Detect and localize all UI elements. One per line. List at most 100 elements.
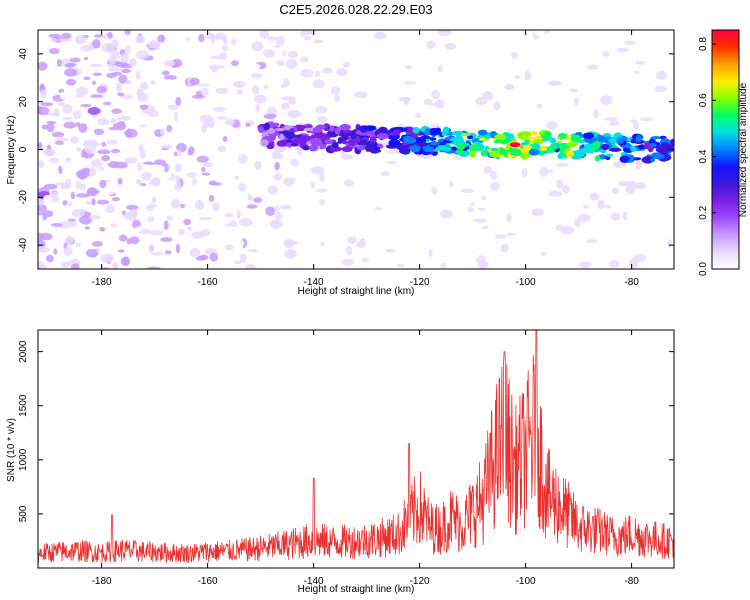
heatmap-cell xyxy=(189,77,200,86)
heatmap-cell xyxy=(359,238,366,248)
heatmap-x-axis-label: Height of straight line (km) xyxy=(298,286,415,297)
heatmap-cell xyxy=(45,254,54,263)
heatmap-cell xyxy=(51,131,65,138)
heatmap-cell xyxy=(308,144,318,152)
heatmap-cell xyxy=(594,155,601,162)
heatmap-cell xyxy=(238,153,249,164)
heatmap-cell xyxy=(287,51,298,59)
heatmap-cell xyxy=(543,30,551,34)
heatmap-cell xyxy=(438,64,444,73)
heatmap-cell xyxy=(414,137,427,144)
heatmap-cell xyxy=(96,199,110,205)
heatmap-cell xyxy=(341,258,355,266)
heatmap-cell xyxy=(611,187,619,195)
heatmap-cell xyxy=(146,109,159,118)
heatmap-cell xyxy=(469,150,476,158)
heatmap-cell xyxy=(175,96,182,106)
heatmap-cell xyxy=(259,30,270,39)
heatmap-cell xyxy=(135,70,141,80)
heatmap-cell xyxy=(329,125,335,132)
heatmap-cell xyxy=(253,197,263,203)
heatmap-cell xyxy=(312,79,325,89)
heatmap-cell xyxy=(43,265,48,269)
heatmap-cell xyxy=(534,30,544,37)
heatmap-cell xyxy=(40,102,54,107)
heatmap-cell xyxy=(650,158,656,163)
heatmap-cell xyxy=(250,72,263,79)
heatmap-cell xyxy=(75,122,81,127)
colorbar-tick-label: 0.4 xyxy=(698,149,709,163)
heatmap-cell xyxy=(91,240,104,247)
heatmap-cell xyxy=(635,134,642,143)
heatmap-cell xyxy=(70,191,76,200)
heatmap-cell xyxy=(310,237,319,247)
heatmap-cell xyxy=(504,83,515,90)
heatmap-cell xyxy=(635,159,640,164)
y-tick-label: 2000 xyxy=(18,340,29,363)
heatmap-cell xyxy=(570,134,582,143)
heatmap-cell xyxy=(593,109,599,119)
heatmap-cell xyxy=(361,139,368,146)
heatmap-cell xyxy=(118,74,128,84)
heatmap-cell xyxy=(625,185,636,195)
heatmap-cell xyxy=(272,122,280,127)
heatmap-cell xyxy=(276,60,286,66)
heatmap-cell xyxy=(164,250,172,255)
heatmap-cell xyxy=(667,239,672,249)
heatmap-cell xyxy=(624,40,636,46)
heatmap-cell xyxy=(156,165,165,172)
heatmap-cell xyxy=(137,92,149,102)
heatmap-cell xyxy=(583,143,594,148)
heatmap-cell xyxy=(554,102,565,113)
heatmap-cell xyxy=(263,113,277,120)
heatmap-x-ticks: -180 -160 -140 -120 -100 -80 xyxy=(92,30,639,288)
heatmap-cell xyxy=(470,202,475,207)
heatmap-cell xyxy=(38,246,51,253)
heatmap-cell xyxy=(511,51,518,59)
heatmap-cell xyxy=(147,204,159,208)
snr-x-axis-label: Height of straight line (km) xyxy=(298,584,415,595)
heatmap-cell xyxy=(634,182,647,190)
heatmap-cell xyxy=(630,145,637,152)
heatmap-cell xyxy=(310,166,325,175)
heatmap-cell xyxy=(604,117,618,121)
heatmap-cell xyxy=(561,185,570,194)
heatmap-cell xyxy=(533,139,544,144)
heatmap-cell xyxy=(601,143,610,151)
heatmap-cell xyxy=(290,142,299,146)
heatmap-cell xyxy=(532,143,540,150)
heatmap-cell xyxy=(163,74,177,81)
heatmap-cell xyxy=(111,71,123,76)
heatmap-cell xyxy=(245,122,251,127)
heatmap-cell xyxy=(65,157,72,163)
heatmap-cell xyxy=(584,70,589,77)
heatmap-cell xyxy=(135,50,149,60)
heatmap-cell xyxy=(455,150,466,154)
heatmap-cell xyxy=(58,220,72,229)
heatmap-cell xyxy=(429,141,440,146)
heatmap-cell xyxy=(62,116,73,121)
colorbar: 0.0 0.2 0.4 0.6 0.8 Normalized spectral ampl… xyxy=(698,29,749,276)
heatmap-cell xyxy=(290,159,299,167)
heatmap-cell xyxy=(347,236,357,245)
heatmap-cell xyxy=(315,188,328,193)
heatmap-cell xyxy=(412,126,420,134)
heatmap-cell xyxy=(630,138,637,144)
heatmap-cell xyxy=(138,46,149,51)
heatmap-cell xyxy=(209,252,219,262)
heatmap-cell xyxy=(179,203,186,209)
heatmap-cell xyxy=(302,145,311,151)
heatmap-cell xyxy=(330,86,341,95)
x-tick-label: -120 xyxy=(410,576,430,587)
heatmap-cell xyxy=(287,109,302,119)
heatmap-cell xyxy=(387,150,402,155)
heatmap-cell xyxy=(238,217,253,227)
heatmap-cell xyxy=(343,179,355,187)
heatmap-cell xyxy=(281,102,290,110)
heatmap-cell xyxy=(69,57,81,63)
heatmap-cell xyxy=(586,239,598,243)
heatmap-cell xyxy=(128,209,138,218)
heatmap-cell xyxy=(104,179,111,183)
heatmap-panel: -180 -160 -140 -120 -100 -80 -40 -20 0 20 40 Heig… xyxy=(6,29,675,297)
colorbar-ticks: 0.0 0.2 0.4 0.6 0.8 xyxy=(698,37,716,276)
